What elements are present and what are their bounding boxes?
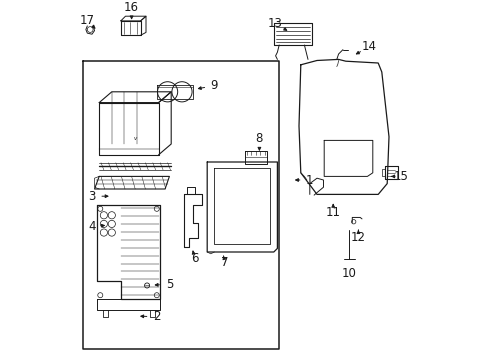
Text: v: v [134,136,137,141]
Text: 9: 9 [211,79,218,92]
Text: 5: 5 [166,278,173,291]
Text: 6: 6 [191,252,198,265]
Text: 10: 10 [342,267,357,280]
Text: 17: 17 [80,14,95,27]
Text: 2: 2 [153,310,161,323]
Text: 1: 1 [306,174,314,186]
Text: 15: 15 [394,170,409,183]
Text: 7: 7 [221,256,229,269]
Text: 4: 4 [88,220,96,233]
Text: 16: 16 [124,1,139,14]
Text: 12: 12 [351,231,366,244]
Text: 3: 3 [88,190,96,203]
Text: 11: 11 [326,206,341,219]
Text: 13: 13 [268,17,283,30]
Text: 8: 8 [256,132,263,145]
Text: 14: 14 [362,40,377,53]
